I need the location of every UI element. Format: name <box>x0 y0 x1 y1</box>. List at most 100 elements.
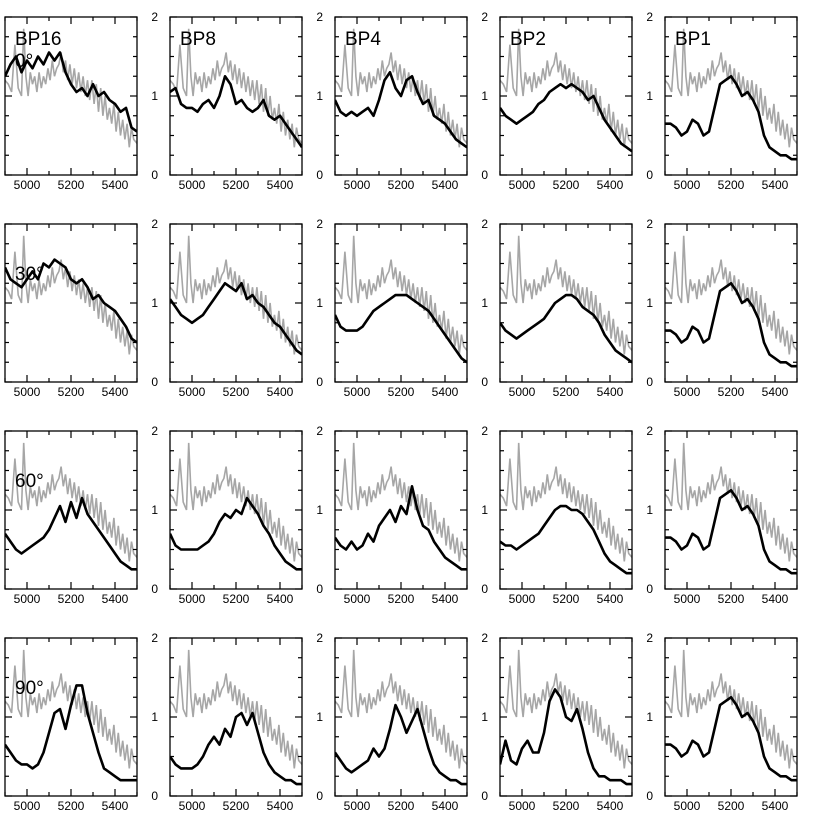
row-label-angle: 30° <box>15 264 44 285</box>
x-tick-label: 5400 <box>267 799 294 813</box>
panel-r0-c3: 5000 5200 5400 0 1 2 BP2 <box>481 10 633 192</box>
x-tick-label: 5200 <box>553 385 580 399</box>
x-tick-label: 5000 <box>14 385 41 399</box>
black-spectrum-line <box>5 258 137 344</box>
y-tick-label: 2 <box>646 424 653 438</box>
x-tick-label: 5400 <box>762 385 789 399</box>
column-title-bp16: BP16 <box>15 29 61 50</box>
column-title-bp8: BP8 <box>180 29 216 50</box>
gray-spectrum-line <box>5 28 137 148</box>
y-tick-label: 0 <box>151 375 158 389</box>
x-tick-label: 5000 <box>344 385 371 399</box>
panel-r2-c1: 5000 5200 5400 0 1 2 <box>151 424 303 606</box>
y-tick-label: 0 <box>316 375 323 389</box>
gray-spectrum-line <box>500 442 632 562</box>
x-tick-label: 5000 <box>179 799 206 813</box>
x-tick-label: 5400 <box>102 592 129 606</box>
y-tick-label: 0 <box>316 789 323 803</box>
x-tick-label: 5000 <box>674 799 701 813</box>
y-tick-label: 2 <box>481 217 488 231</box>
x-tick-label: 5400 <box>597 178 624 192</box>
y-tick-label: 1 <box>316 296 323 310</box>
y-tick-label: 1 <box>151 710 158 724</box>
x-tick-label: 5400 <box>432 178 459 192</box>
x-tick-label: 5000 <box>179 385 206 399</box>
y-tick-label: 1 <box>646 710 653 724</box>
x-tick-label: 5000 <box>14 799 41 813</box>
x-tick-label: 5400 <box>597 799 624 813</box>
panel-r3-c3: 5000 5200 5400 0 1 2 <box>481 631 633 813</box>
gray-spectrum-line <box>5 442 137 562</box>
panel-r0-c4: 5000 5200 5400 0 1 2 BP1 <box>646 10 798 192</box>
column-title-bp1: BP1 <box>675 29 711 50</box>
x-tick-label: 5400 <box>432 799 459 813</box>
x-tick-label: 5200 <box>553 592 580 606</box>
y-tick-label: 1 <box>151 296 158 310</box>
x-tick-label: 5400 <box>267 385 294 399</box>
y-tick-label: 0 <box>481 582 488 596</box>
x-tick-label: 5000 <box>674 178 701 192</box>
x-tick-label: 5400 <box>432 592 459 606</box>
x-tick-label: 5200 <box>223 178 250 192</box>
y-tick-label: 1 <box>646 503 653 517</box>
black-spectrum-line <box>170 282 302 356</box>
y-tick-label: 1 <box>481 503 488 517</box>
black-spectrum-line <box>500 504 632 575</box>
x-tick-label: 5200 <box>553 178 580 192</box>
y-tick-label: 2 <box>316 424 323 438</box>
row-label-angle: 90° <box>15 678 44 699</box>
row-label-angle: 60° <box>15 471 44 492</box>
black-spectrum-line <box>5 496 137 571</box>
x-tick-label: 5200 <box>58 799 85 813</box>
x-tick-label: 5000 <box>179 178 206 192</box>
gray-spectrum-line <box>665 235 797 355</box>
gray-spectrum-line <box>335 649 467 769</box>
x-tick-label: 5400 <box>267 178 294 192</box>
gray-spectrum-line <box>170 235 302 355</box>
y-tick-label: 1 <box>151 89 158 103</box>
black-spectrum-line <box>335 71 467 149</box>
panel-r2-c3: 5000 5200 5400 0 1 2 <box>481 424 633 606</box>
black-spectrum-line <box>665 489 797 575</box>
y-tick-label: 1 <box>646 89 653 103</box>
x-tick-label: 5200 <box>223 592 250 606</box>
black-spectrum-line <box>5 51 137 133</box>
x-tick-label: 5000 <box>509 592 536 606</box>
y-tick-label: 0 <box>151 582 158 596</box>
panel-r1-c3: 5000 5200 5400 0 1 2 <box>481 217 633 399</box>
y-tick-label: 0 <box>481 375 488 389</box>
x-tick-label: 5000 <box>344 178 371 192</box>
x-tick-label: 5200 <box>223 385 250 399</box>
x-tick-label: 5200 <box>718 592 745 606</box>
panel-r1-c1: 5000 5200 5400 0 1 2 <box>151 217 303 399</box>
x-tick-label: 5000 <box>344 592 371 606</box>
y-tick-label: 1 <box>481 89 488 103</box>
black-spectrum-line <box>170 496 302 571</box>
y-tick-label: 0 <box>481 168 488 182</box>
y-tick-label: 1 <box>151 503 158 517</box>
y-tick-label: 2 <box>151 217 158 231</box>
black-spectrum-line <box>665 282 797 368</box>
black-spectrum-line <box>500 82 632 153</box>
gray-spectrum-line <box>500 235 632 355</box>
y-tick-label: 2 <box>481 10 488 24</box>
x-tick-label: 5400 <box>762 178 789 192</box>
y-tick-label: 0 <box>646 789 653 803</box>
gray-spectrum-line <box>170 649 302 769</box>
y-tick-label: 2 <box>316 217 323 231</box>
gray-spectrum-line <box>500 649 632 769</box>
x-tick-label: 5000 <box>14 178 41 192</box>
y-tick-label: 0 <box>316 168 323 182</box>
row-label-angle: 0° <box>15 51 33 72</box>
y-tick-label: 2 <box>481 424 488 438</box>
panel-r3-c4: 5000 5200 5400 0 1 2 <box>646 631 798 813</box>
black-spectrum-line <box>500 293 632 364</box>
y-tick-label: 2 <box>316 10 323 24</box>
x-tick-label: 5400 <box>762 592 789 606</box>
x-tick-label: 5000 <box>509 385 536 399</box>
x-tick-label: 5200 <box>718 385 745 399</box>
x-tick-label: 5200 <box>223 799 250 813</box>
black-spectrum-line <box>335 485 467 571</box>
column-title-bp2: BP2 <box>510 29 546 50</box>
